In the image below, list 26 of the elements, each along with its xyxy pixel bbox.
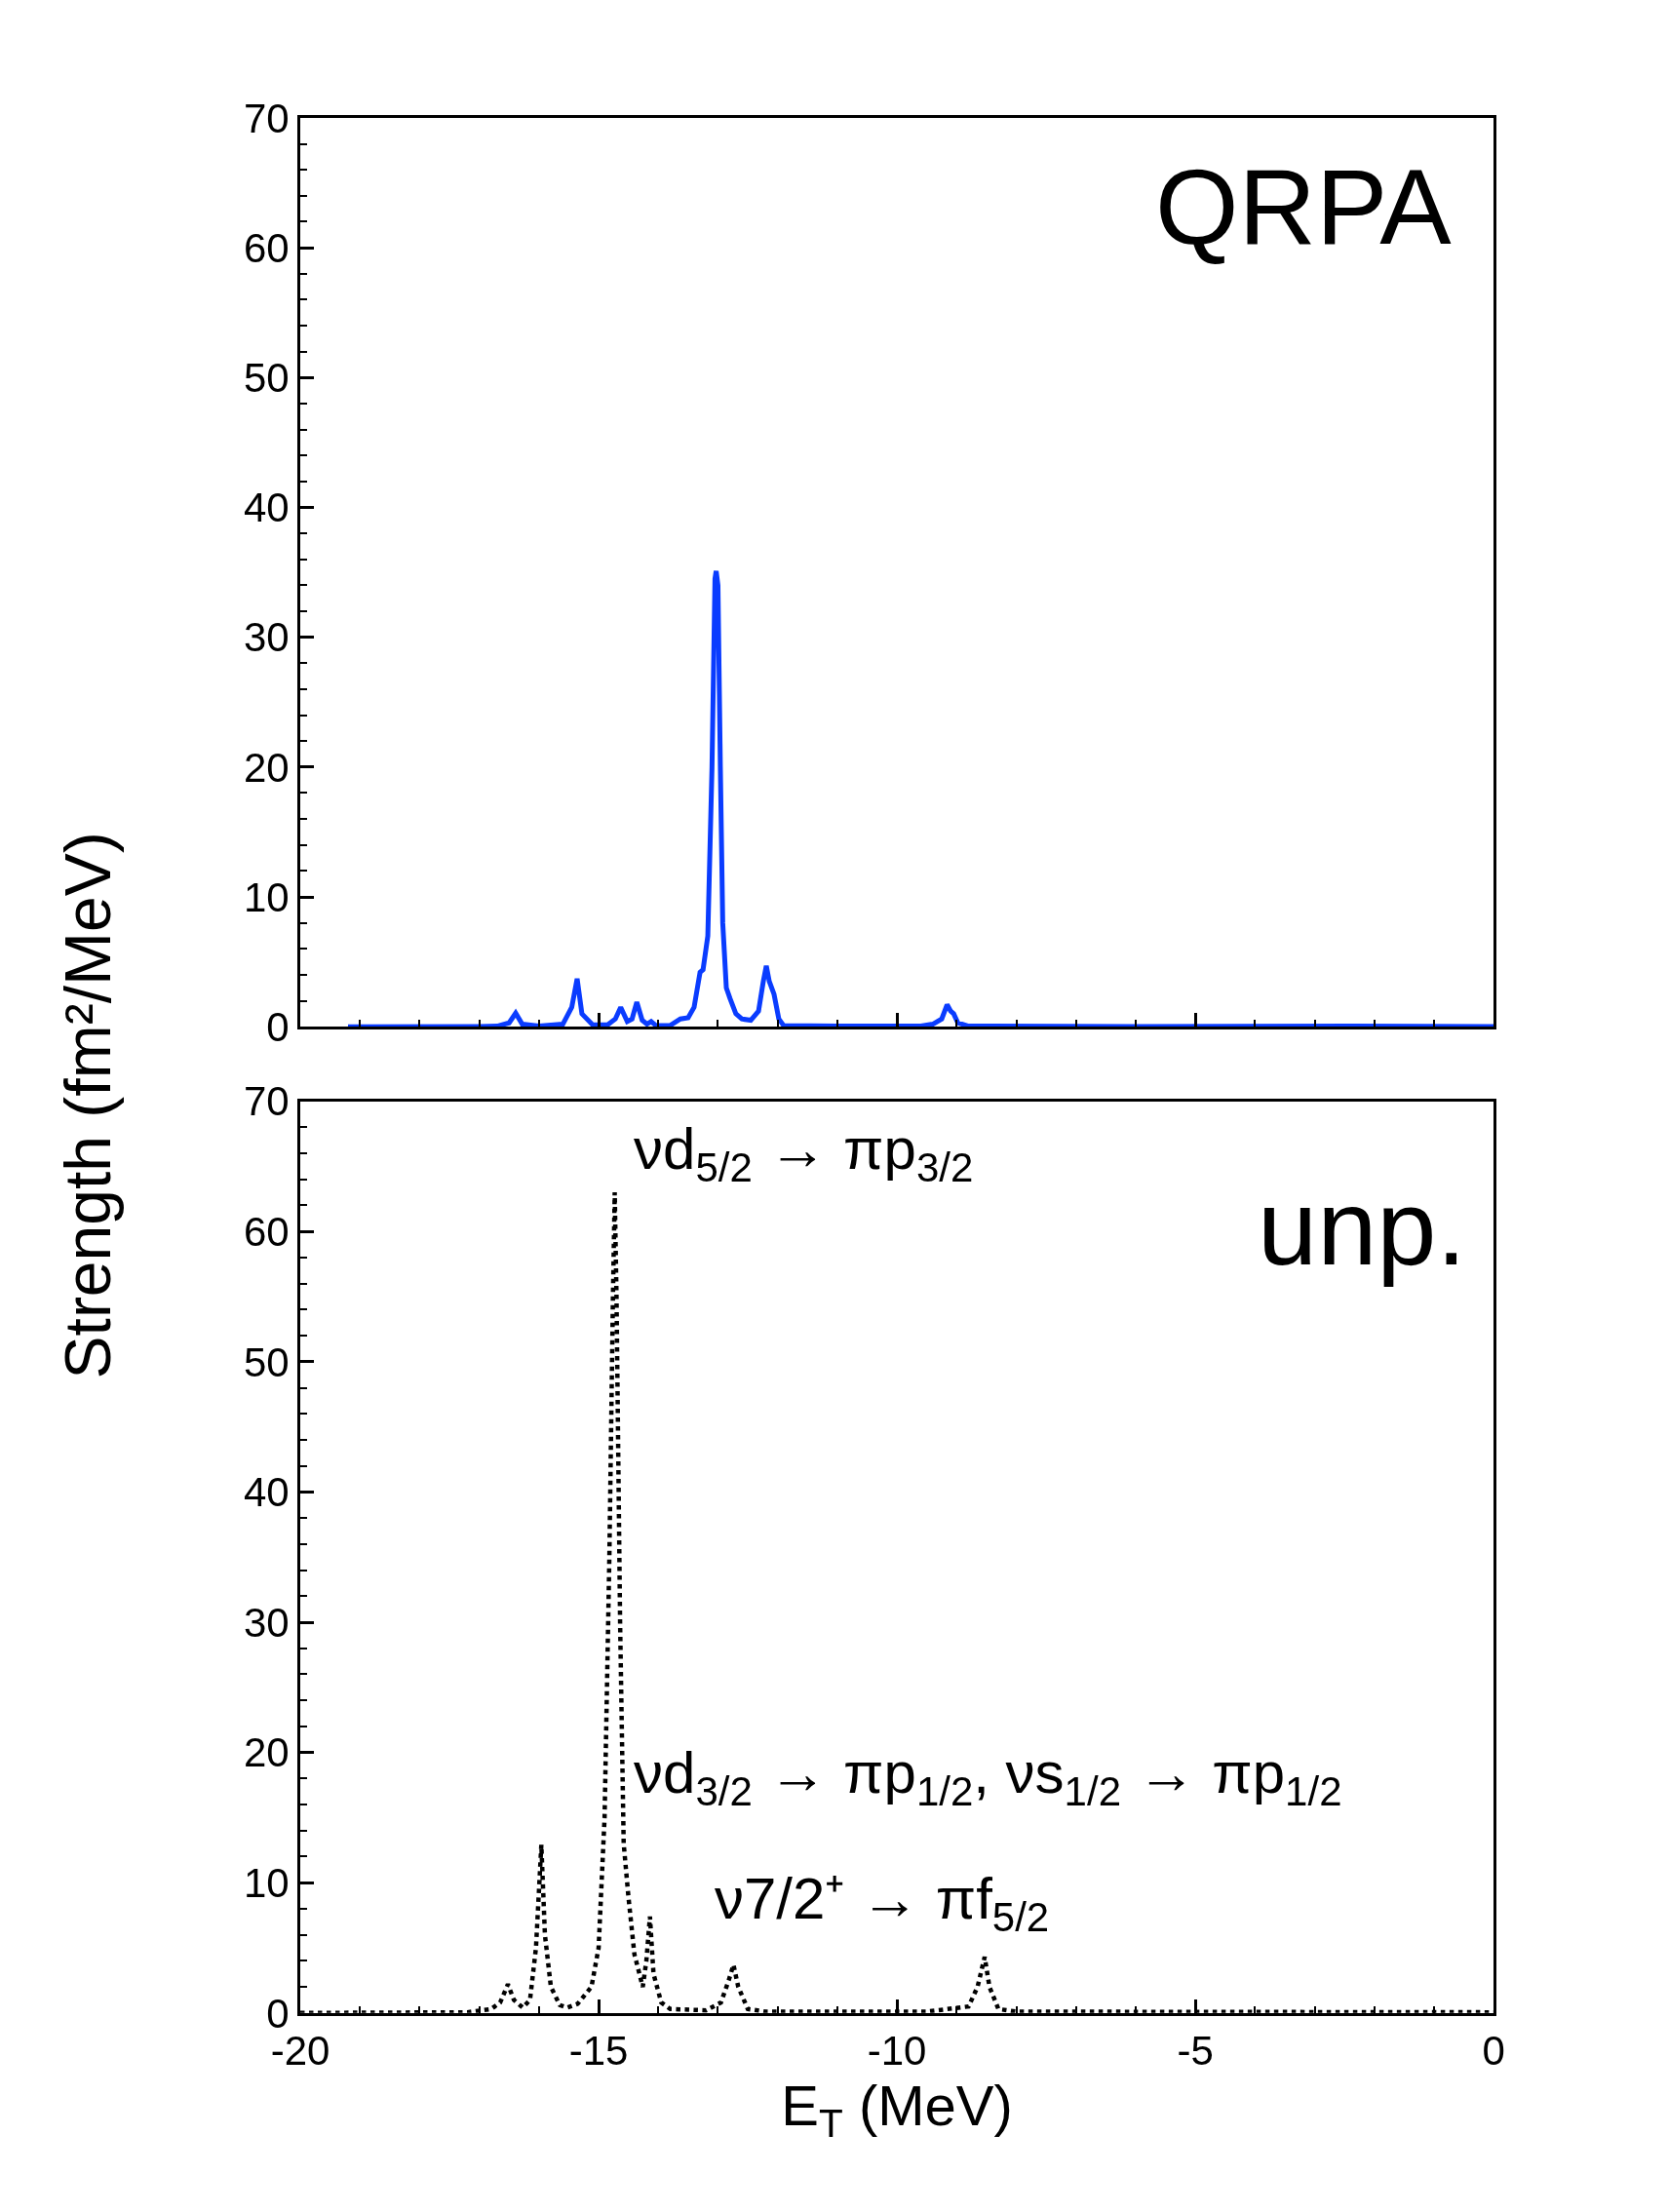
y-tick-label: 50 xyxy=(243,355,290,401)
y-tick-label: 20 xyxy=(243,744,290,791)
y-tick-label: 30 xyxy=(243,614,290,661)
y-tick-label: 40 xyxy=(243,1469,290,1516)
y-axis-title: Strength (fm²/MeV) xyxy=(52,832,125,1379)
annotation: νd$_{3/2}$ → πp$_{1/2}$, νs$_{1/2}$ → πp$_{1/2}$ xyxy=(634,1740,1342,1814)
x-axis-title: E$_{T}$ (MeV) xyxy=(781,2074,1013,2147)
x-tick-label: 0 xyxy=(1482,2028,1505,2075)
y-tick-label: 70 xyxy=(243,1078,290,1125)
x-tick-label: -10 xyxy=(867,2028,927,2075)
annotation: νd$_{5/2}$ → πp$_{3/2}$ xyxy=(634,1116,974,1190)
text: unp. xyxy=(1258,1167,1467,1287)
annotation: ν7/2⁺ → πf$_{5/2}$ xyxy=(715,1866,1050,1940)
y-tick-label: 40 xyxy=(243,485,290,531)
y-tick-label: 60 xyxy=(243,1208,290,1255)
y-tick-label: 30 xyxy=(243,1599,290,1646)
y-tick-label: 10 xyxy=(243,873,290,920)
y-tick-label: 0 xyxy=(266,1003,290,1050)
x-tick-label: -15 xyxy=(568,2028,629,2075)
x-tick-label: -5 xyxy=(1177,2028,1214,2075)
y-tick-label: 70 xyxy=(243,95,290,141)
y-tick-label: 50 xyxy=(243,1339,290,1385)
y-tick-label: 20 xyxy=(243,1729,290,1776)
chart-title: QRPA xyxy=(1155,146,1453,266)
y-tick-label: 10 xyxy=(243,1859,290,1906)
y-tick-label: 60 xyxy=(243,224,290,271)
